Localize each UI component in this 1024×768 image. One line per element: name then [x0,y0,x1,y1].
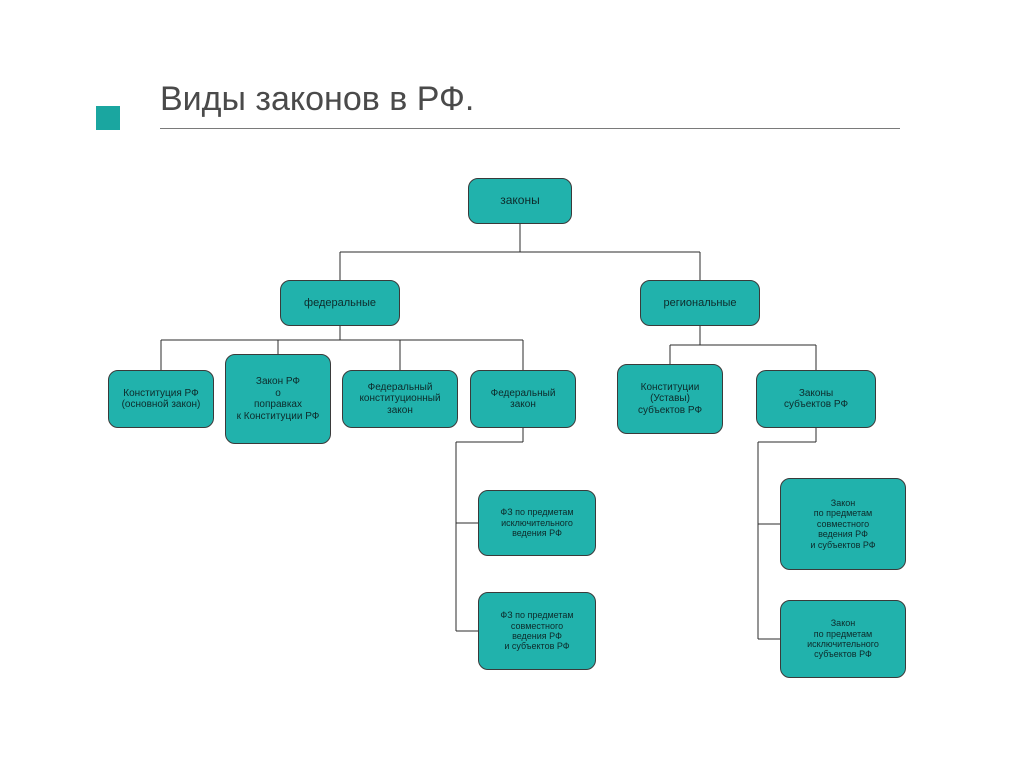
org-node-r1: Конституции(Уставы)субъектов РФ [617,364,723,434]
org-node-r2: Законысубъектов РФ [756,370,876,428]
org-node-reg: региональные [640,280,760,326]
org-node-label: Законысубъектов РФ [784,388,848,411]
org-node-label: Законпо предметамсовместноговедения РФи … [810,498,875,550]
org-node-r2a: Законпо предметамсовместноговедения РФи … [780,478,906,570]
org-node-f4a: ФЗ по предметамисключительноговедения РФ [478,490,596,556]
org-node-label: законы [500,194,540,208]
slide-canvas: Виды законов в РФ. законы федеральные реги… [0,0,1024,768]
org-node-label: Федеральныйконституционныйзакон [359,382,440,417]
org-node-f3: Федеральныйконституционныйзакон [342,370,458,428]
org-node-fed: федеральные [280,280,400,326]
title-accent-square [96,106,120,130]
org-node-label: Закон РФопоправкахк Конституции РФ [237,376,320,422]
org-node-label: федеральные [304,297,376,310]
title-underline [160,128,900,129]
page-title: Виды законов в РФ. [160,80,474,119]
org-node-label: ФЗ по предметамисключительноговедения РФ [500,507,573,538]
org-node-r2b: Законпо предметамисключительногосубъекто… [780,600,906,678]
org-node-f4: Федеральныйзакон [470,370,576,428]
org-node-label: Федеральныйзакон [491,388,556,411]
org-node-label: Конституции(Уставы)субъектов РФ [638,382,702,417]
org-node-label: Конституция РФ(основной закон) [122,388,201,411]
org-node-label: региональные [664,297,737,310]
org-node-f1: Конституция РФ(основной закон) [108,370,214,428]
org-node-f2: Закон РФопоправкахк Конституции РФ [225,354,331,444]
org-node-label: ФЗ по предметамсовместноговедения РФи су… [500,610,573,651]
org-node-label: Законпо предметамисключительногосубъекто… [807,618,879,659]
org-node-root: законы [468,178,572,224]
org-node-f4b: ФЗ по предметамсовместноговедения РФи су… [478,592,596,670]
